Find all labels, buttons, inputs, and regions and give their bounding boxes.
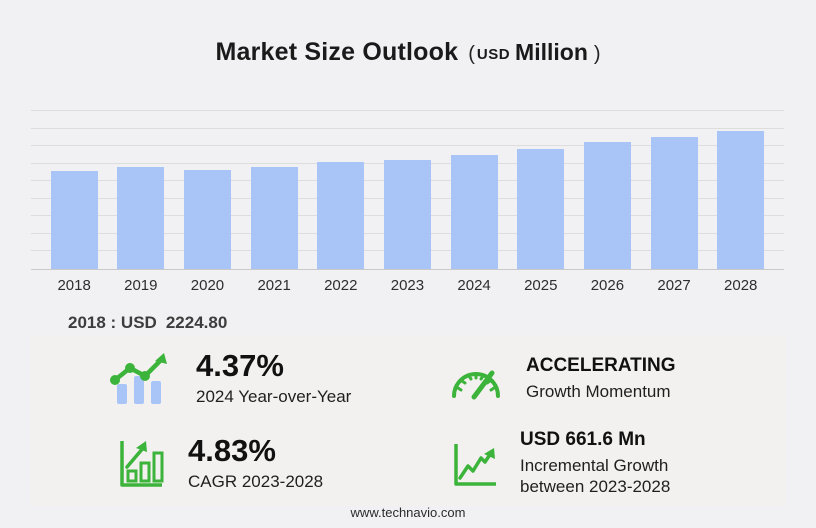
stat-cagr-label: CAGR 2023-2028 [188,471,324,491]
x-axis-label-2019: 2019 [124,277,158,294]
x-axis-label-2020: 2020 [190,277,225,294]
base-year-value: 2224.80 [165,313,228,332]
chart-bar-2022 [317,162,365,269]
bar-trend-icon [108,352,174,406]
line-growth-icon [450,440,498,488]
stat-momentum-text: ACCELERATING Growth Momentum [526,355,676,402]
gridline [31,110,784,111]
chart-bar-2024 [450,155,498,269]
title-unit-usd: USD [476,46,511,63]
gridline [31,127,784,129]
stat-yoy: 4.37% 2024 Year-over-Year [30,336,408,421]
page-title: Market Size Outlook (USD Million) [0,38,816,67]
chart-plot-area [31,110,784,270]
chart-bar-2018 [50,171,98,269]
chart-x-axis-labels: 2018 2019 2020 2021 2022 2023 2024 2025 2026 2027… [31,277,784,294]
bar-series [31,112,784,269]
stat-momentum-value: ACCELERATING [526,354,676,376]
stat-momentum: ACCELERATING Growth Momentum [408,336,786,421]
x-axis-label-2025: 2025 [524,277,558,294]
x-axis-label-2027: 2027 [657,277,691,294]
title-unit-million: Million [515,39,588,65]
stat-incremental-label: Incremental Growth between 2023-2028 [520,456,671,497]
stat-cagr-text: 4.83% CAGR 2023-2028 [188,435,323,492]
stat-incremental-value: USD 661.6 Mn [520,429,646,451]
chart-bar-2025 [517,149,565,269]
chart-bar-2026 [583,142,631,269]
stat-incremental: USD 661.6 Mn Incremental Growth between … [408,421,786,506]
chart-bar-2021 [250,167,298,269]
base-year-annotation: 2018 : USD 2224.80 [68,313,227,333]
stat-yoy-text: 4.37% 2024 Year-over-Year [196,350,351,407]
gauge-icon [448,356,504,402]
stat-incremental-text: USD 661.6 Mn Incremental Growth between … [520,429,705,497]
footer-url: www.technavio.com [350,505,466,520]
stat-cagr: 4.83% CAGR 2023-2028 [30,421,408,506]
chart-bar-2020 [183,170,231,269]
stats-panel: 4.37% 2024 Year-over-Year ACCELERA [30,336,786,506]
title-text: Market Size Outlook [215,38,459,66]
x-axis-label-2018: 2018 [57,277,91,294]
chart-bar-2027 [650,137,698,269]
stat-yoy-value: 4.37% [196,348,284,384]
x-axis-label-2028: 2028 [724,277,758,294]
stat-yoy-label: 2024 Year-over-Year [196,386,352,406]
chart-bar-2023 [383,160,431,269]
growth-bars-icon [114,437,166,491]
market-size-bar-chart: 2018 2019 2020 2021 2022 2023 2024 2025 2026 2027… [31,110,784,294]
stat-cagr-value: 4.83% [188,433,276,469]
gridline [31,145,784,147]
x-axis-label-2023: 2023 [390,277,425,294]
x-axis-label-2024: 2024 [457,277,491,294]
x-axis-label-2021: 2021 [257,277,291,294]
base-year-label: 2018 : USD [68,313,157,332]
stat-momentum-label: Growth Momentum [526,381,671,401]
title-paren-open: ( [468,43,475,65]
chart-bar-2028 [717,131,765,269]
chart-bar-2019 [117,167,165,269]
x-axis-label-2026: 2026 [590,277,625,294]
title-paren-close: ) [593,43,601,65]
x-axis-label-2022: 2022 [324,277,358,294]
